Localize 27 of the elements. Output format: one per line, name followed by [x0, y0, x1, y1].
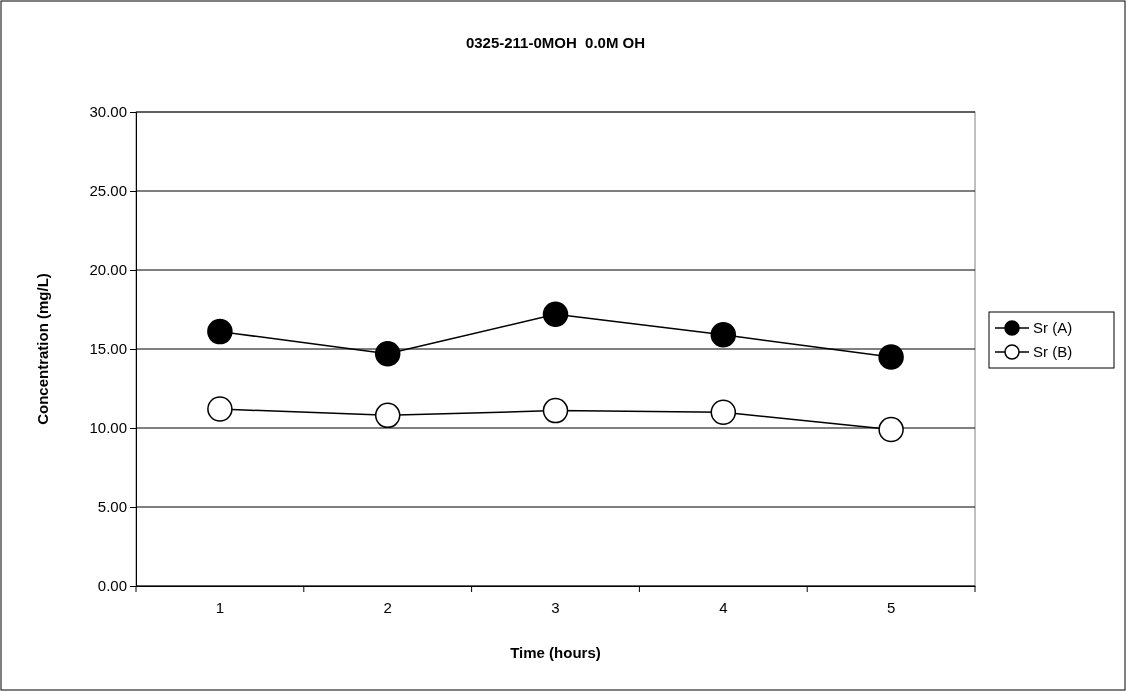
y-tick-label: 5.00: [97, 498, 127, 516]
x-tick-label: 5: [886, 598, 896, 616]
point: [374, 402, 401, 429]
x-tick-label: 1: [215, 598, 225, 616]
x-tick-label: 2: [383, 598, 392, 616]
x-tick-label: 4: [719, 598, 728, 616]
point: [207, 396, 233, 422]
y-tick-label: 30.00: [89, 103, 127, 121]
point: [374, 341, 401, 367]
y-tick-label: 0.00: [97, 577, 127, 595]
chart-title: 0325-211-0MOH 0.0M OH: [465, 34, 646, 51]
y-tick-label: 25.00: [89, 182, 127, 200]
point: [542, 397, 569, 424]
point: [878, 344, 904, 370]
point: [710, 399, 737, 425]
y-tick-label: 15.00: [89, 340, 127, 358]
point: [207, 318, 233, 345]
y-tick-label: 10.00: [89, 419, 127, 437]
point: [542, 301, 569, 327]
legend-label: Sr (A): [1033, 319, 1073, 336]
x-tick-label: 3: [551, 598, 560, 616]
x-axis-title: Time (hours): [510, 644, 601, 661]
point: [878, 416, 904, 443]
y-tick-label: 20.00: [89, 261, 127, 279]
legend-label: Sr (B): [1033, 343, 1073, 360]
point: [710, 322, 737, 348]
y-axis-title: Concentration (mg/L): [34, 273, 51, 425]
